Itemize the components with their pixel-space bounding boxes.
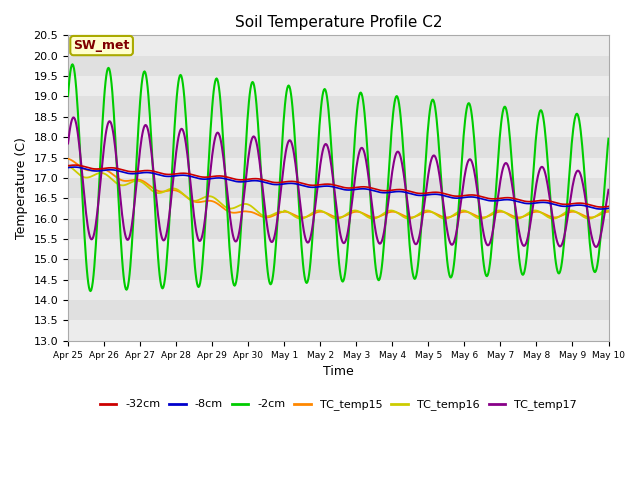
Bar <box>68 300 609 321</box>
Bar <box>68 56 609 76</box>
Bar <box>68 137 609 157</box>
Bar <box>68 198 609 219</box>
Bar <box>68 96 609 117</box>
Bar <box>68 321 609 341</box>
Text: SW_met: SW_met <box>74 39 130 52</box>
Legend: -32cm, -8cm, -2cm, TC_temp15, TC_temp16, TC_temp17: -32cm, -8cm, -2cm, TC_temp15, TC_temp16,… <box>95 395 581 415</box>
Title: Soil Temperature Profile C2: Soil Temperature Profile C2 <box>234 15 442 30</box>
Bar <box>68 36 609 56</box>
Bar <box>68 219 609 239</box>
Bar <box>68 76 609 96</box>
Y-axis label: Temperature (C): Temperature (C) <box>15 137 28 239</box>
Bar <box>68 117 609 137</box>
Bar <box>68 280 609 300</box>
Bar <box>68 239 609 259</box>
Bar <box>68 178 609 198</box>
X-axis label: Time: Time <box>323 365 354 378</box>
Bar <box>68 157 609 178</box>
Bar <box>68 259 609 280</box>
